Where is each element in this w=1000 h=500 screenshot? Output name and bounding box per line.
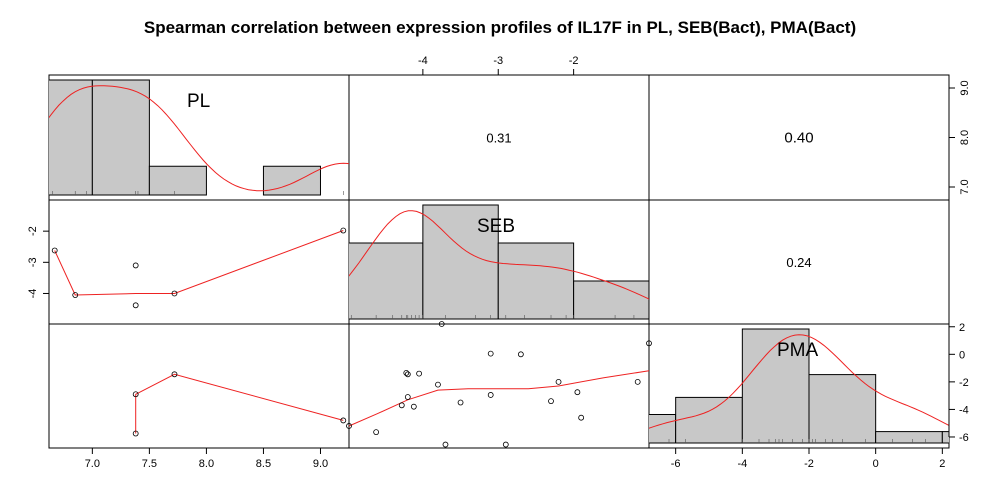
- scatter-point: [132, 430, 139, 437]
- scatter-point: [132, 391, 139, 398]
- histogram-pl: [49, 79, 349, 196]
- scatter-point: [442, 441, 449, 448]
- histogram-bar: [741, 328, 810, 444]
- correlation-value-seb-pma: 0.24: [786, 255, 811, 270]
- x-tick-label-pma: -4: [737, 458, 747, 470]
- histogram-bar: [49, 79, 93, 196]
- scatter-point: [132, 262, 139, 269]
- axes-layer: 7.0 7.5 8.0 8.5 9.0 -6 -4 -2 0 2 -4 -3 -2 -4 -3 -2 7.0 8.…: [27, 55, 971, 470]
- histogram-bar: [808, 374, 877, 444]
- y-tick-label-pl: 7.0: [959, 179, 971, 194]
- y-tick-label-pl: 9.0: [959, 80, 971, 95]
- scatter-point: [404, 394, 411, 400]
- chart-title: Spearman correlation between expression …: [143, 18, 857, 37]
- y-tick-label-pma: 0: [959, 349, 965, 361]
- scatter-point: [574, 389, 581, 396]
- correlation-value-pl-seb: 0.31: [486, 131, 511, 146]
- scatter-point: [373, 429, 380, 436]
- scatter-point: [51, 247, 58, 254]
- scatter-point: [346, 423, 352, 429]
- scatter-point: [403, 370, 410, 376]
- scatter-point: [435, 381, 441, 388]
- histogram-bar: [497, 242, 575, 320]
- x-tick-label-pl: 9.0: [313, 458, 328, 470]
- y-tick-label-pma: -6: [959, 432, 969, 444]
- x-tick-label-seb: -2: [569, 55, 579, 67]
- scatter-pma-pl: [132, 371, 347, 437]
- scatter-point: [340, 417, 347, 424]
- panel-frame-2-0: [48, 323, 350, 449]
- scatter-pma-seb: [346, 321, 652, 448]
- scatter-point: [487, 350, 494, 357]
- scatter-point: [132, 302, 139, 309]
- x-tick-label-seb: -3: [493, 55, 503, 67]
- y-tick-label-seb: -4: [27, 289, 39, 299]
- scatter-point: [555, 378, 562, 385]
- correlation-value-pl-pma: 0.40: [784, 130, 813, 147]
- density-curve-seb: [349, 210, 649, 300]
- scatter-point: [517, 351, 524, 358]
- y-tick-label-pma: -2: [959, 377, 969, 389]
- y-tick-label-pma: -4: [959, 404, 969, 416]
- variable-label-pl: PL: [187, 91, 210, 112]
- scatter-point: [171, 371, 178, 378]
- histogram-bar: [875, 431, 943, 444]
- variable-label-seb: SEB: [477, 216, 515, 237]
- histogram-bar: [262, 165, 321, 196]
- histogram-bar: [349, 242, 424, 320]
- y-tick-label-pma: 2: [959, 322, 965, 334]
- density-curve-pma: [649, 334, 949, 429]
- histogram-bar: [91, 79, 150, 196]
- scatter-seb-pl: [51, 227, 347, 309]
- scatter-point: [487, 392, 494, 398]
- scatter-point: [646, 340, 652, 347]
- scatter-point: [340, 227, 347, 234]
- histogram-bar: [148, 165, 207, 196]
- scatter-point: [578, 414, 585, 421]
- x-tick-label-pma: 0: [873, 458, 879, 470]
- scatter-point: [171, 290, 178, 297]
- x-tick-label-pma: -6: [671, 458, 681, 470]
- panel-frame-2-1: [348, 323, 650, 449]
- x-tick-label-pl: 7.0: [85, 458, 100, 470]
- x-tick-label-pl: 7.5: [142, 458, 157, 470]
- density-curve-pl: [49, 85, 349, 192]
- scatter-point: [634, 378, 641, 385]
- y-tick-label-pl: 8.0: [959, 130, 971, 145]
- scatter-point: [416, 370, 423, 377]
- smooth-line: [348, 370, 650, 427]
- panels-layer: PL SEB PMA 0.31 0.40 0.24: [48, 74, 950, 449]
- histogram-pma: [649, 328, 949, 444]
- histogram-bar: [573, 280, 649, 320]
- scatter-point: [410, 403, 417, 410]
- panel-frame-1-0: [48, 199, 350, 325]
- scatter-point: [502, 441, 509, 448]
- smooth-line: [135, 373, 344, 434]
- y-tick-label-seb: -2: [27, 226, 39, 236]
- x-tick-label-pma: 2: [939, 458, 945, 470]
- scatter-point: [398, 402, 405, 409]
- scatter-point: [72, 292, 79, 298]
- scatter-point: [548, 398, 554, 405]
- x-tick-label-pl: 8.5: [256, 458, 271, 470]
- x-tick-label-pl: 8.0: [199, 458, 214, 470]
- histogram-bar: [675, 396, 743, 444]
- scatter-point: [457, 399, 464, 406]
- x-tick-label-seb: -4: [418, 55, 428, 67]
- histogram-bar: [941, 431, 949, 444]
- y-tick-label-seb: -3: [27, 257, 39, 267]
- x-tick-label-pma: -2: [804, 458, 814, 470]
- scatter-point: [438, 321, 445, 327]
- histogram-bar: [649, 414, 677, 444]
- histogram-seb: [349, 204, 649, 320]
- smooth-line: [54, 230, 344, 296]
- variable-label-pma: PMA: [777, 340, 819, 361]
- scatter-point: [404, 371, 411, 378]
